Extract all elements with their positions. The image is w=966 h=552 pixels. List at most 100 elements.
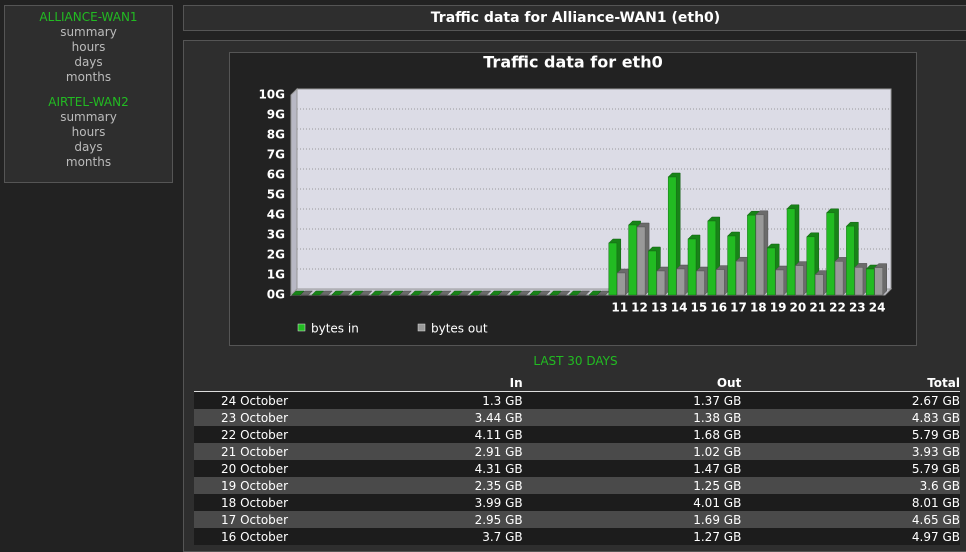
bar-depth — [438, 290, 452, 296]
nav-link[interactable]: days — [74, 140, 103, 154]
table-row: 23 October 3.44 GB 1.38 GB 4.83 GB — [194, 409, 960, 426]
value-cell: 4.01 GB — [522, 494, 742, 511]
value-cell: 3.93 GB — [741, 443, 960, 460]
value-cell: 3.99 GB — [304, 494, 523, 511]
date-cell: 19 October — [194, 477, 304, 494]
bar — [826, 212, 835, 296]
bar-depth — [449, 290, 464, 296]
bar-depth — [528, 290, 543, 296]
bar-depth — [330, 290, 345, 296]
page-header: Traffic data for Alliance-WAN1 (eth0) — [183, 5, 966, 31]
legend-swatch — [417, 323, 426, 332]
value-cell: 4.83 GB — [741, 409, 960, 426]
bar-depth — [577, 290, 591, 296]
bar-depth — [339, 290, 353, 296]
bar — [846, 225, 855, 296]
y-tick-label: 8G — [267, 128, 285, 142]
nav-link[interactable]: months — [65, 70, 112, 84]
bar — [628, 224, 637, 296]
value-cell: 3.6 GB — [741, 477, 960, 494]
value-cell: 1.47 GB — [522, 460, 742, 477]
header-cell: Out — [522, 374, 742, 392]
nav-link[interactable]: hours — [71, 40, 106, 54]
bar — [775, 269, 784, 296]
bar-depth — [458, 290, 472, 296]
chart-title: Traffic data for eth0 — [483, 53, 662, 72]
x-tick-label: 15 — [691, 301, 708, 315]
bar-depth — [469, 290, 483, 296]
bar — [735, 260, 745, 296]
value-cell: 2.35 GB — [304, 477, 523, 494]
nav-link[interactable]: summary — [60, 25, 117, 39]
bar — [727, 235, 736, 296]
value-cell: 2.95 GB — [304, 511, 523, 528]
interface-title[interactable]: AIRTEL-WAN2 — [48, 95, 129, 109]
y-tick-label: 1G — [267, 268, 285, 282]
bar-depth — [537, 290, 551, 296]
legend-swatch — [297, 323, 306, 332]
date-cell: 23 October — [194, 409, 304, 426]
bar-depth — [291, 290, 305, 296]
interface-title[interactable]: ALLIANCE-WAN1 — [39, 10, 138, 24]
bar — [687, 238, 697, 296]
date-cell: 20 October — [194, 460, 304, 477]
value-cell: 1.69 GB — [522, 511, 742, 528]
y-tick-label: 6G — [267, 168, 285, 182]
bar — [834, 261, 844, 296]
nav-link[interactable]: hours — [71, 125, 106, 139]
table-row: 16 October 3.7 GB 1.27 GB 4.97 GB — [194, 528, 960, 545]
table-row: 22 October 4.11 GB 1.68 GB 5.79 GB — [194, 426, 960, 443]
date-cell: 18 October — [194, 494, 304, 511]
bar — [608, 242, 618, 296]
bar-depth — [478, 290, 492, 296]
value-cell: 1.25 GB — [522, 477, 742, 494]
table-row: 18 October 3.99 GB 4.01 GB 8.01 GB — [194, 494, 960, 511]
bar-depth — [370, 290, 384, 296]
bar — [786, 208, 796, 296]
bar-depth — [359, 290, 373, 296]
bar-depth — [390, 290, 404, 296]
x-tick-label: 13 — [651, 301, 668, 315]
y-tick-label: 5G — [267, 188, 285, 202]
nav-link[interactable]: summary — [60, 110, 117, 124]
bar-depth — [588, 290, 602, 296]
bar-depth — [311, 290, 325, 296]
nav-link[interactable]: days — [74, 55, 103, 69]
bar — [707, 220, 717, 296]
date-cell: 16 October — [194, 528, 304, 545]
plot-side-wall — [290, 87, 298, 297]
value-cell: 4.31 GB — [304, 460, 523, 477]
x-tick-label: 17 — [730, 301, 747, 315]
y-tick-label: 10G — [258, 88, 285, 102]
bar-depth — [557, 290, 571, 296]
page: ALLIANCE-WAN1 summary hours days months AIRTE… — [4, 5, 966, 552]
value-cell: 5.79 GB — [741, 460, 960, 477]
value-cell: 1.3 GB — [304, 391, 523, 409]
value-cell: 2.67 GB — [741, 391, 960, 409]
bar — [676, 268, 685, 296]
bar-depth — [429, 290, 444, 296]
bar-depth — [517, 290, 531, 296]
bar — [795, 265, 804, 296]
date-cell: 17 October — [194, 511, 304, 528]
bar — [865, 268, 875, 296]
bar — [617, 272, 626, 296]
bar-depth — [509, 290, 523, 296]
bar-depth — [568, 290, 582, 296]
x-tick-label: 23 — [849, 301, 866, 315]
header-cell: In — [304, 374, 523, 392]
value-cell: 2.91 GB — [304, 443, 523, 460]
sidebar: ALLIANCE-WAN1 summary hours days months AIRTE… — [4, 5, 173, 183]
value-cell: 1.68 GB — [522, 426, 742, 443]
table-row: 20 October 4.31 GB 1.47 GB 5.79 GB — [194, 460, 960, 477]
bar-depth — [379, 290, 393, 296]
nav-link[interactable]: months — [65, 155, 112, 169]
y-tick-label: 9G — [267, 108, 285, 122]
bar-depth — [319, 290, 333, 296]
legend-label: bytes in — [311, 322, 359, 336]
bar-depth — [489, 290, 503, 296]
table-row: 17 October 2.95 GB 1.69 GB 4.65 GB — [194, 511, 960, 528]
bar-depth — [410, 290, 424, 296]
bar — [854, 267, 864, 296]
bar — [636, 226, 646, 296]
